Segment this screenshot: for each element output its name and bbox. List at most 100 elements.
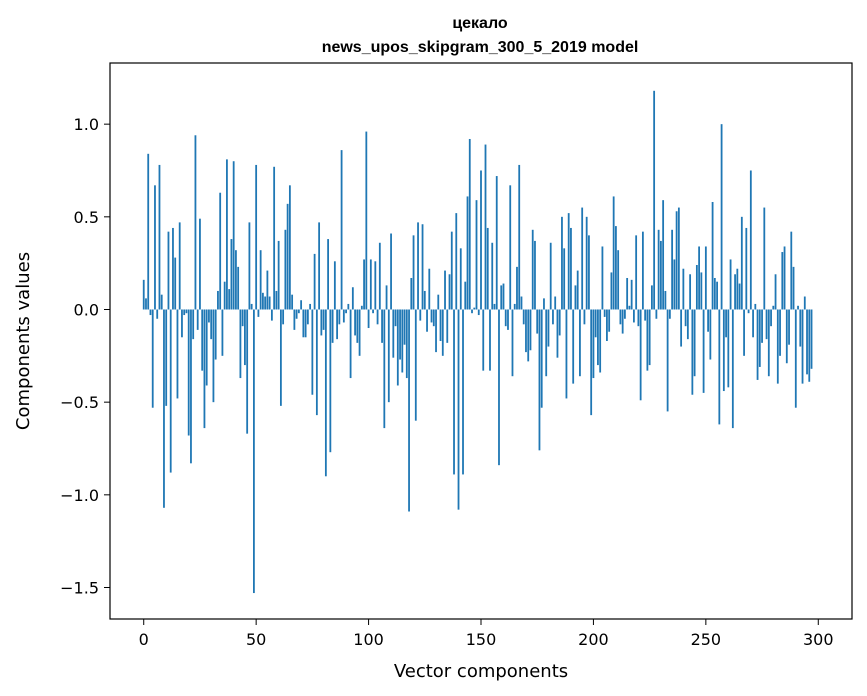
bar-153 [486,227,489,310]
bar-287 [788,309,790,345]
bar-164 [511,309,514,377]
bar-10 [165,309,168,406]
bar-236 [673,259,676,310]
bar-125 [423,290,426,310]
bar-41 [235,250,237,310]
bar-84 [331,309,334,343]
bar-3 [149,309,152,316]
bar-83 [329,309,332,453]
bar-75 [311,309,314,395]
bar-180 [547,309,550,347]
bar-6 [156,309,159,319]
bar-197 [585,216,588,310]
bar-77 [315,309,318,416]
bar-288 [790,231,793,310]
bar-248 [700,272,703,310]
bar-289 [792,266,795,310]
bar-291 [797,305,799,310]
bar-17 [181,309,183,338]
bar-157 [495,176,498,310]
bar-98 [363,259,365,310]
bar-223 [644,309,647,321]
bar-32 [214,309,217,360]
bar-270 [749,170,752,310]
bar-250 [704,246,707,310]
bar-141 [459,248,462,310]
bar-96 [358,309,361,356]
bar-130 [435,309,437,353]
bar-136 [448,274,451,310]
bar-252 [709,309,712,360]
bar-117 [405,309,408,379]
bar-78 [318,222,321,310]
bar-144 [466,196,469,310]
bar-1 [145,298,147,310]
bar-237 [675,211,678,310]
bar-192 [574,285,577,310]
bar-202 [597,309,599,366]
bar-268 [745,227,748,310]
bar-64 [286,203,289,310]
bar-261 [729,259,732,310]
bar-167 [518,164,521,310]
x-tick-label-2: 100 [353,630,384,649]
bar-206 [606,309,608,341]
bar-30 [210,309,213,340]
bar-97 [360,305,363,310]
bar-19 [185,309,188,314]
bar-4 [151,309,154,408]
bar-42 [237,266,240,310]
bar-246 [695,265,698,310]
bar-185 [558,309,561,336]
bar-171 [527,309,530,362]
bar-239 [680,309,683,347]
bar-183 [554,296,557,310]
bar-175 [536,309,539,334]
bar-229 [657,229,660,310]
bar-57 [270,309,273,321]
bar-140 [457,309,460,510]
bar-187 [563,248,566,310]
y-axis-label: Components values [13,252,34,430]
bar-106 [381,309,383,343]
bar-82 [327,239,329,310]
chart-title-line-1: цекало [452,15,508,32]
bar-18 [183,309,186,316]
bar-266 [740,216,743,310]
bar-224 [646,309,649,371]
bar-51 [257,309,260,317]
bar-120 [412,235,415,310]
bar-8 [160,294,163,310]
x-axis-label: Vector components [394,661,568,682]
bar-92 [349,309,352,379]
bar-207 [608,309,611,332]
bar-68 [295,309,298,319]
bar-215 [626,277,629,310]
bar-45 [244,309,246,366]
bar-219 [635,235,638,310]
bar-90 [345,309,347,314]
bar-249 [702,309,705,393]
bar-38 [228,289,231,310]
bar-31 [212,309,215,403]
bar-293 [801,309,804,384]
bar-151 [482,309,485,371]
bar-54 [264,296,267,310]
bar-16 [178,222,181,310]
bar-99 [365,131,368,310]
bar-126 [426,309,428,332]
bar-118 [408,309,410,512]
bar-116 [403,309,406,345]
bar-137 [450,231,453,310]
bar-12 [169,309,172,473]
bar-86 [336,309,338,340]
bar-186 [561,216,563,310]
bar-28 [205,309,208,386]
y-tick-label-1: 0.5 [74,208,99,227]
bar-198 [588,235,590,310]
bar-275 [761,309,763,343]
bar-278 [767,309,770,377]
bar-213 [621,309,624,334]
bar-26 [201,309,204,371]
